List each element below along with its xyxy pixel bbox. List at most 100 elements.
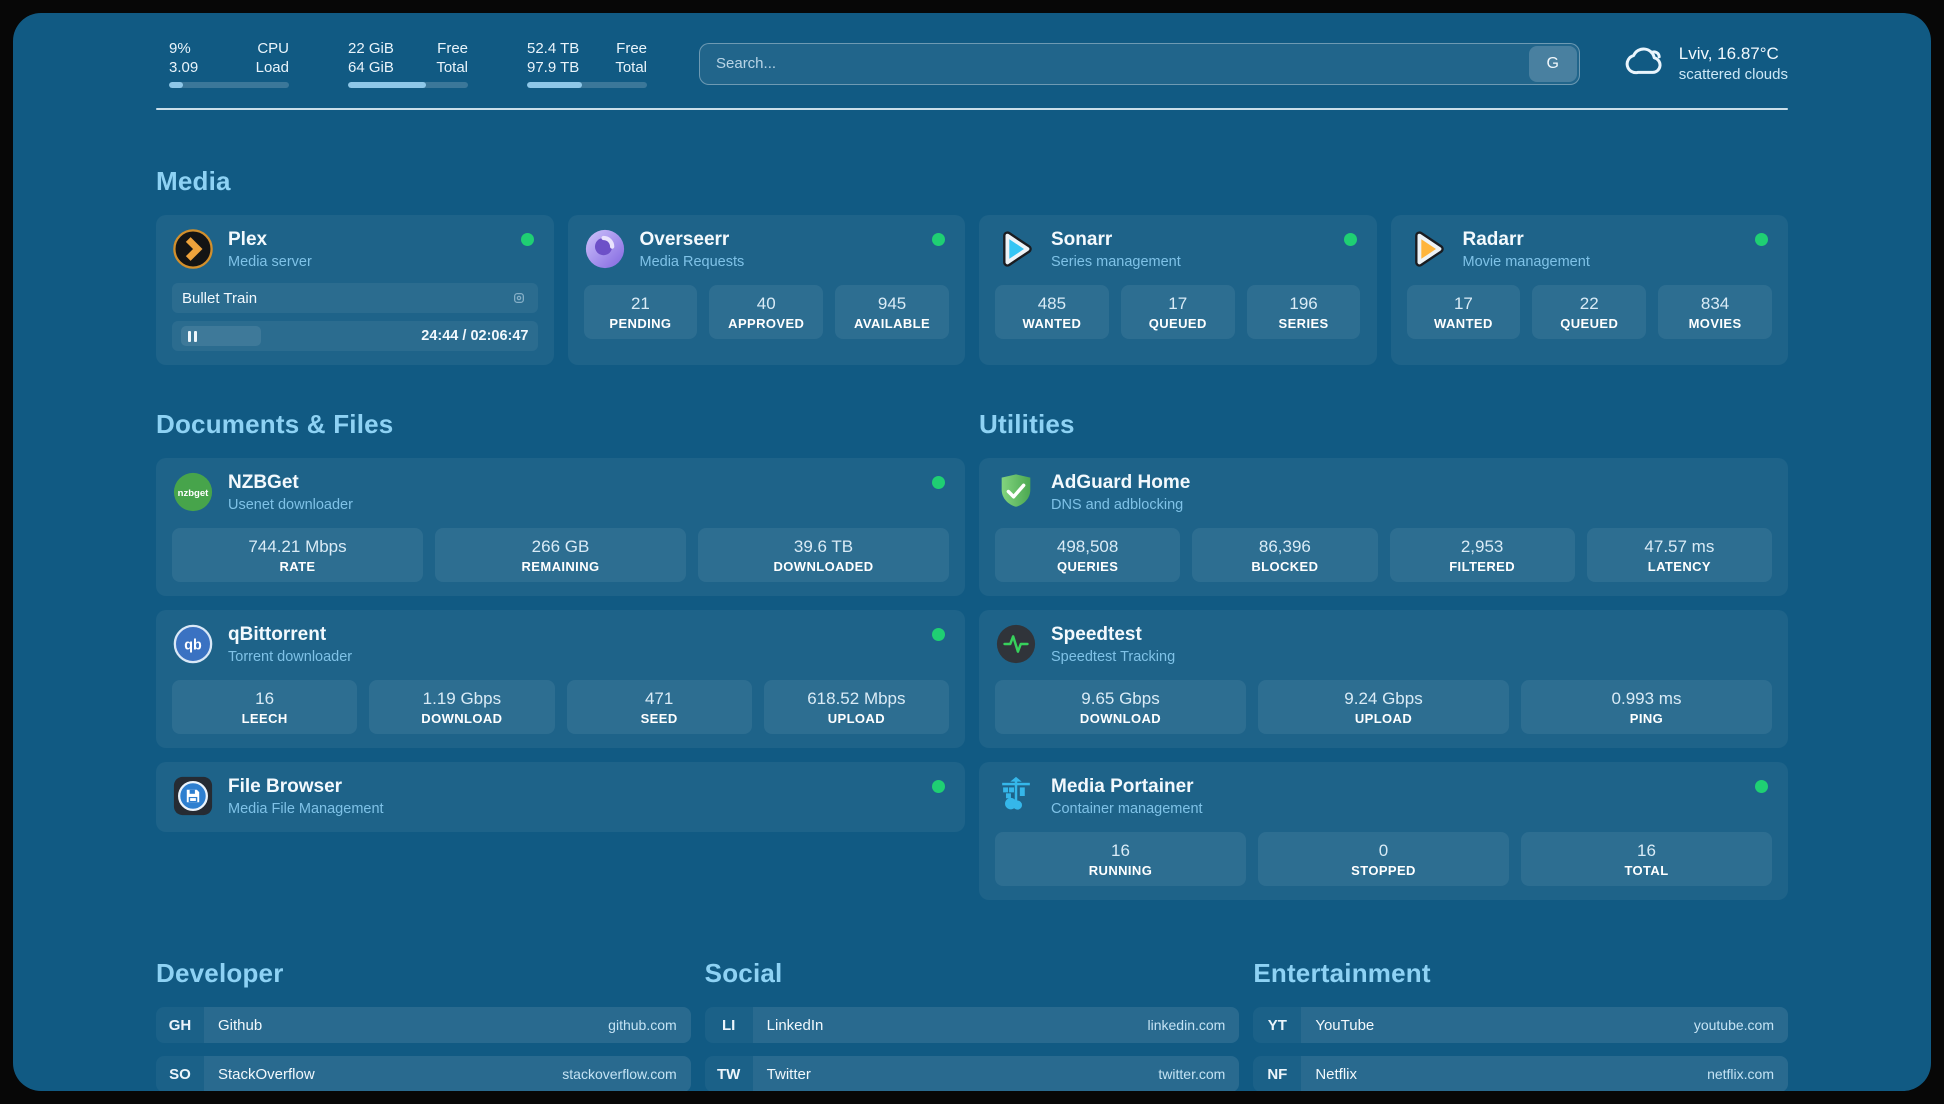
bookmark-linkedin[interactable]: LI LinkedIn linkedin.com (704, 1007, 1240, 1043)
stat-value: 17 (1168, 294, 1188, 313)
app-card-plex[interactable]: Plex Media server Bullet Train 24:44 / 02:0… (156, 215, 554, 365)
app-stats: 17 WANTED 22 QUEUED 834 MOVIES (1406, 285, 1773, 339)
bookmark-name: Twitter (766, 1065, 811, 1083)
app-titles: Sonarr Series management (1051, 228, 1181, 271)
app-card-speedtest[interactable]: Speedtest Speedtest Tracking 9.65 Gbps DOWN… (979, 610, 1788, 748)
stat-value: 16 (255, 689, 275, 708)
stat-value: 196 (1289, 294, 1318, 313)
cloud-icon (1624, 40, 1666, 87)
search-engine-button[interactable]: G (1528, 45, 1577, 82)
bookmark-body: Netflix netflix.com (1301, 1056, 1788, 1091)
metric-progress-fill (348, 82, 426, 88)
section-utilities: Utilities AdGuard Home DNS and adblocking… (979, 409, 1788, 900)
app-titles: NZBGet Usenet downloader (228, 471, 353, 514)
bookmark-group-social: Social LI LinkedIn linkedin.com TW Twitter twi… (704, 958, 1240, 1091)
stat-value: 0 (1378, 841, 1389, 860)
stat-value: 16 (1637, 841, 1656, 860)
stat-value: 21 (630, 294, 650, 313)
stat-tile: 16 LEECH (172, 680, 358, 734)
bookmark-group-entertainment: Entertainment YT YouTube youtube.com NF Netfl… (1253, 958, 1788, 1091)
app-title: Media Portainer (1051, 775, 1194, 797)
app-card-header: Overseerr Media Requests (584, 227, 950, 271)
bookmark-abbr: YT (1253, 1007, 1302, 1043)
app-card-radarr[interactable]: Radarr Movie management 17 WANTED 22 QUEUED 83… (1390, 215, 1788, 365)
bookmark-stackoverflow[interactable]: SO StackOverflow stackoverflow.com (156, 1056, 691, 1091)
app-card-file-browser[interactable]: File Browser Media File Management (156, 762, 965, 832)
stat-tile: 86,396 BLOCKED (1192, 528, 1378, 582)
bookmark-url: youtube.com (1693, 1017, 1774, 1033)
bookmark-abbr: SO (156, 1056, 204, 1091)
app-card-media-portainer[interactable]: Media Portainer Container management 16 RUN… (979, 762, 1788, 900)
stat-value: 2,953 (1460, 537, 1504, 556)
stat-label: QUEUED (1560, 316, 1619, 331)
app-stats: 21 PENDING 40 APPROVED 945 AVAILABLE (583, 285, 950, 339)
stat-label: DOWNLOAD (421, 711, 503, 726)
stat-tile: 266 GB REMAINING (435, 528, 686, 582)
pause-button[interactable] (188, 330, 197, 342)
stat-label: RUNNING (1088, 863, 1153, 878)
app-title: Overseerr (639, 228, 730, 250)
adguard-icon (995, 471, 1037, 513)
stat-label: DOWNLOADED (773, 559, 874, 574)
stat-tile: 834 MOVIES (1658, 285, 1772, 339)
app-card-qbittorrent[interactable]: qb qBittorrent Torrent downloader 16 LEECH 1.… (156, 610, 965, 748)
bookmark-github[interactable]: GH Github github.com (156, 1007, 691, 1043)
stat-tile: 9.65 Gbps DOWNLOAD (995, 680, 1246, 734)
bookmark-body: Twitter twitter.com (752, 1056, 1240, 1091)
app-card-sonarr[interactable]: Sonarr Series management 485 WANTED 17 QUEUED… (979, 215, 1377, 365)
stat-label: QUERIES (1056, 559, 1119, 574)
stat-tile: 471 SEED (566, 680, 752, 734)
nzbget-icon: nzbget (172, 471, 214, 513)
app-title: Sonarr (1051, 228, 1113, 250)
stat-value: 86,396 (1258, 537, 1311, 556)
metric-value: 52.4 TB (527, 40, 580, 57)
now-playing-title: Bullet Train (182, 289, 258, 307)
stat-tile: 9.24 Gbps UPLOAD (1258, 680, 1509, 734)
metric-label: CPU (257, 40, 289, 57)
bookmark-youtube[interactable]: YT YouTube youtube.com (1253, 1007, 1788, 1043)
metric-body: 52.4 TB 97.9 TB Free Total (527, 39, 647, 88)
stat-label: LEECH (241, 711, 288, 726)
stat-label: SEED (640, 711, 678, 726)
app-card-adguard-home[interactable]: AdGuard Home DNS and adblocking 498,508 QUE… (979, 458, 1788, 596)
app-card-header: Speedtest Speedtest Tracking (995, 622, 1772, 666)
section-title: Utilities (979, 409, 1075, 439)
bookmark-twitter[interactable]: TW Twitter twitter.com (704, 1056, 1240, 1091)
stat-tile: 16 RUNNING (995, 832, 1246, 886)
stat-value: 834 (1700, 294, 1730, 313)
now-playing-row: Bullet Train (172, 283, 538, 313)
section-documents-files: Documents & Files nzbget NZBGet Usenet dow… (156, 409, 965, 832)
bookmark-group-developer: Developer GH Github github.com SO StackOverfl… (156, 958, 691, 1091)
metric-progress-bar (348, 82, 468, 88)
search-input[interactable] (699, 42, 1580, 85)
status-online-dot (1755, 780, 1768, 793)
stat-tile: 2,953 FILTERED (1389, 528, 1575, 582)
bookmark-name: Netflix (1315, 1065, 1358, 1083)
bookmark-body: StackOverflow stackoverflow.com (204, 1056, 691, 1091)
stat-label: PENDING (609, 316, 672, 331)
app-card-header: nzbget NZBGet Usenet downloader (172, 470, 949, 514)
status-online-dot (932, 780, 945, 793)
section-title: Developer (156, 958, 284, 988)
speedtest-icon (995, 623, 1037, 665)
stat-tile: 618.52 Mbps UPLOAD (763, 680, 949, 734)
webcam-icon[interactable] (510, 289, 528, 307)
app-card-overseerr[interactable]: Overseerr Media Requests 21 PENDING 40 APPROV… (567, 215, 965, 365)
bookmark-netflix[interactable]: NF Netflix netflix.com (1253, 1056, 1788, 1091)
app-card-nzbget[interactable]: nzbget NZBGet Usenet downloader 744.21 Mbps… (156, 458, 965, 596)
app-card-header: File Browser Media File Management (172, 774, 949, 818)
stat-tile: 16 TOTAL (1521, 832, 1772, 886)
app-title: qBittorrent (228, 623, 327, 645)
app-subtitle: Movie management (1462, 253, 1590, 270)
system-metric-ram: 22 GiB 64 GiB Free Total (335, 39, 468, 88)
bookmark-abbr: TW (704, 1056, 753, 1091)
svg-text:nzbget: nzbget (178, 488, 210, 499)
app-stats: 9.65 Gbps DOWNLOAD 9.24 Gbps UPLOAD 0.993 ms… (995, 680, 1772, 734)
bookmark-url: netflix.com (1707, 1066, 1774, 1082)
stat-label: QUEUED (1148, 316, 1207, 331)
stat-tile: 196 SERIES (1246, 285, 1361, 339)
metric-label-column: Free Total (436, 39, 468, 77)
metric-progress-bar (527, 82, 647, 88)
metric-progress-fill (169, 82, 184, 88)
app-stats: 16 RUNNING 0 STOPPED 16 TOTAL (995, 832, 1772, 886)
